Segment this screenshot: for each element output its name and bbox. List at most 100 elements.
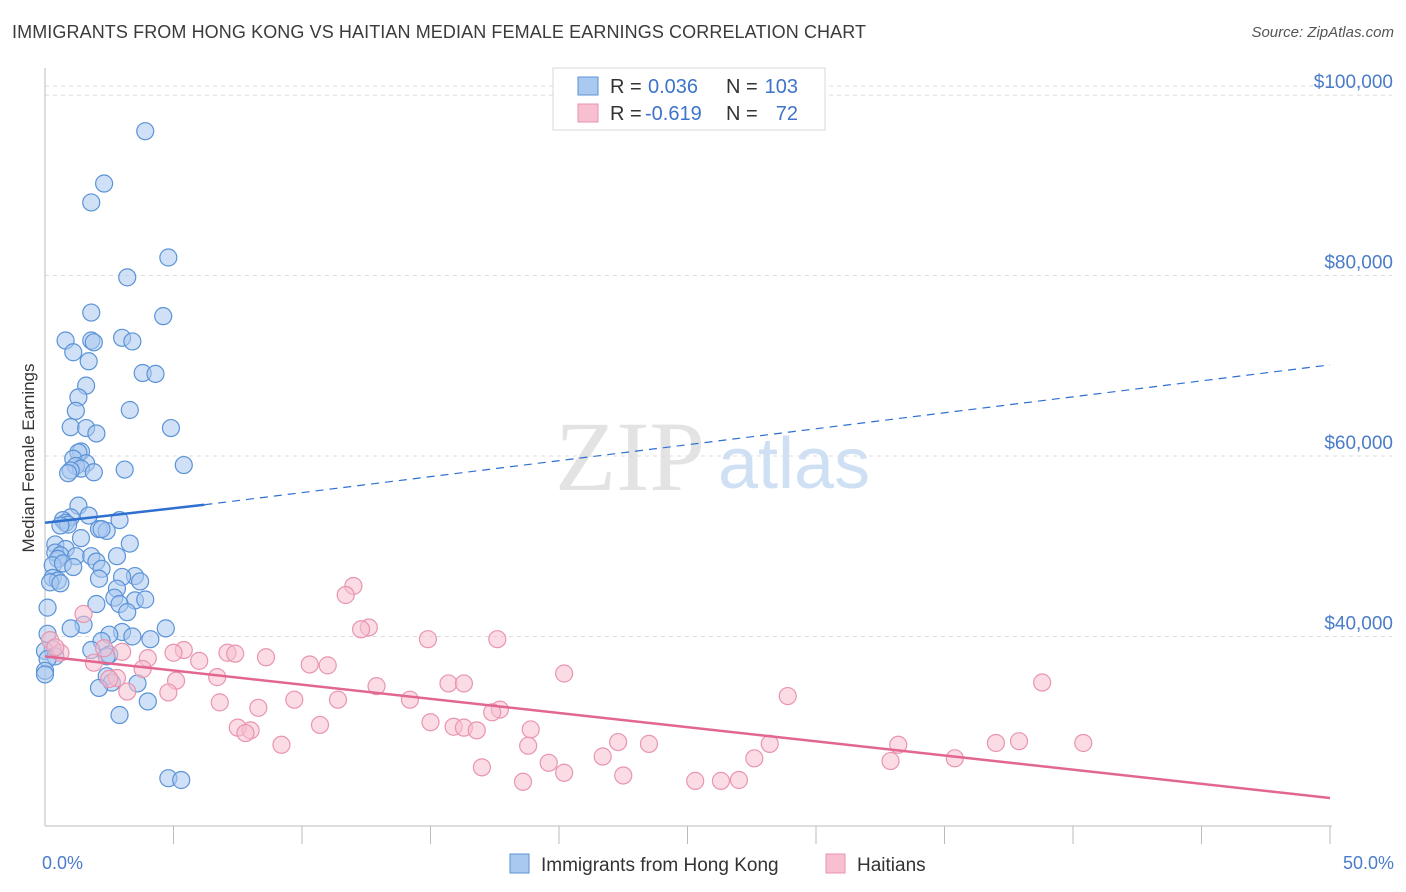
haitian-point — [352, 620, 371, 639]
hong-kong-point — [35, 665, 55, 684]
haitian-point — [256, 648, 276, 667]
hong-kong-point — [51, 574, 70, 593]
hong-kong-point — [61, 619, 80, 638]
haitian-point — [454, 674, 474, 693]
hong-kong-point — [38, 598, 57, 617]
watermark: ZIP atlas — [555, 401, 870, 512]
haitian-point — [711, 771, 731, 790]
hong-kong-point — [110, 705, 129, 725]
hong-kong-point — [123, 332, 142, 351]
haitian-point — [367, 677, 386, 696]
x-tick-label-max: 50.0% — [1343, 853, 1394, 873]
haitian-point — [210, 693, 229, 712]
hong-kong-point — [154, 307, 173, 326]
hong-kong-point — [79, 352, 98, 371]
chart-title: IMMIGRANTS FROM HONG KONG VS HAITIAN MED… — [12, 22, 867, 42]
y-tick-label: $60,000 — [1324, 433, 1393, 454]
hong-kong-point — [172, 770, 191, 790]
hong-kong-point — [84, 463, 103, 482]
hong-kong-point — [146, 364, 165, 384]
y-tick-label: $80,000 — [1324, 253, 1393, 274]
bottom-legend-swatch-haitians — [825, 853, 846, 874]
hong-kong-point — [159, 248, 178, 267]
haitian-point — [555, 763, 574, 782]
series-legend: Immigrants from Hong Kong Haitians — [509, 853, 926, 876]
hong-kong-point — [64, 343, 83, 362]
legend-r-label-2: R = — [610, 103, 642, 125]
hong-kong-point — [87, 594, 106, 614]
x-tick-label-min: 0.0% — [42, 853, 83, 873]
bottom-legend-swatch-hong-kong — [509, 853, 530, 874]
legend-n-value-2: 72 — [776, 103, 798, 125]
haitian-point — [555, 664, 574, 683]
watermark-atlas: atlas — [718, 424, 870, 504]
haitian-point — [1033, 673, 1052, 692]
hong-kong-point — [84, 333, 103, 352]
hong-kong-point — [115, 460, 134, 479]
haitians-trend — [44, 655, 1331, 800]
haitian-point — [539, 753, 558, 772]
haitian-point — [328, 690, 348, 709]
axes — [44, 68, 1332, 827]
y-axis-label: Median Female Earnings — [19, 364, 38, 553]
hong-kong-point — [107, 547, 127, 566]
hong-kong-point — [95, 174, 114, 193]
hong-kong-point — [79, 506, 98, 525]
haitian-point — [336, 585, 355, 605]
hong-kong-point — [82, 193, 101, 212]
haitian-point — [513, 772, 533, 791]
legend-n-label-2: N = — [726, 103, 758, 125]
hong-kong-point — [136, 122, 155, 141]
hong-kong-point — [118, 268, 137, 287]
haitian-point — [418, 630, 438, 649]
haitian-point — [439, 674, 458, 693]
haitian-point — [472, 758, 491, 777]
haitian-point — [164, 643, 183, 662]
haitian-point — [519, 736, 538, 755]
haitian-point — [729, 770, 749, 790]
bottom-legend-label-hong-kong: Immigrants from Hong Kong — [541, 855, 779, 876]
haitian-point — [300, 655, 319, 674]
haitian-point — [778, 686, 797, 706]
haitian-point — [272, 735, 291, 754]
haitian-point — [95, 639, 114, 658]
haitian-point — [112, 642, 132, 661]
hong-kong-point — [71, 529, 91, 548]
haitian-point — [686, 771, 705, 790]
haitian-point — [46, 638, 65, 657]
haitian-point — [593, 747, 612, 766]
haitian-point — [318, 656, 337, 675]
series-haitians-points — [41, 576, 1093, 791]
hong-kong-point — [130, 572, 150, 591]
hong-kong-point — [89, 569, 109, 588]
haitian-point — [236, 723, 255, 743]
bottom-legend-label-haitians: Haitians — [857, 855, 926, 876]
haitian-point — [310, 715, 330, 735]
haitian-point — [483, 703, 502, 722]
hong-kong-point — [161, 418, 181, 438]
haitian-point — [1074, 733, 1093, 753]
haitian-point — [488, 630, 507, 649]
legend-r-value-1: 0.036 — [648, 76, 698, 98]
haitian-point — [249, 698, 268, 717]
hong-kong-point — [156, 619, 175, 638]
haitian-point — [639, 734, 659, 753]
hong-kong-point — [59, 464, 78, 483]
haitian-point — [159, 683, 178, 702]
haitian-point — [190, 651, 209, 670]
haitian-point — [881, 751, 900, 771]
hong-kong-point — [61, 418, 80, 437]
y-tick-label: $100,000 — [1314, 72, 1393, 93]
haitian-point — [614, 766, 633, 785]
hong-kong-point — [82, 303, 101, 322]
haitian-point — [1009, 732, 1029, 751]
source-note: Source: ZipAtlas.com — [1251, 24, 1394, 41]
legend-r-label-1: R = — [610, 76, 642, 98]
haitian-point — [400, 690, 420, 709]
hong-kong-point — [120, 534, 139, 553]
hong-kong-point — [118, 603, 137, 622]
haitian-point — [226, 644, 245, 663]
hong-kong-point — [174, 455, 193, 475]
haitian-point — [745, 749, 764, 768]
